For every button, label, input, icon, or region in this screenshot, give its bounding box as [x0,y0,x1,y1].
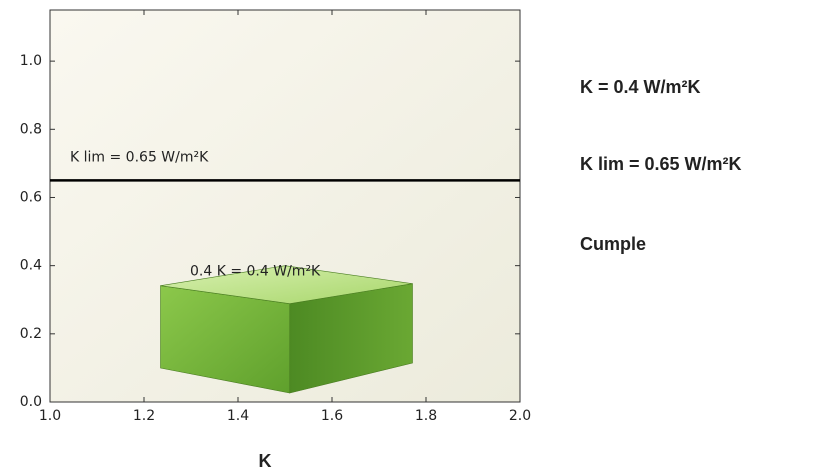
x-tick-label: 1.6 [321,408,343,424]
side-text: K = 0.4 W/m²K [580,77,701,97]
y-tick-label: 0.4 [20,258,42,274]
y-tick-label: 0.2 [20,326,42,342]
limit-label: K lim = 0.65 W/m²K [70,149,209,165]
side-text: Cumple [580,234,646,254]
bar [160,265,413,394]
x-axis-label: K [259,451,272,471]
x-tick-label: 2.0 [509,408,531,424]
side-text: K lim = 0.65 W/m²K [580,154,742,174]
y-tick-label: 0.8 [20,121,42,137]
y-tick-label: 0.6 [20,189,42,205]
x-tick-label: 1.2 [133,408,155,424]
x-tick-label: 1.0 [39,408,61,424]
bar-top [160,265,413,304]
y-tick-label: 1.0 [20,53,42,69]
y-tick-label: 0.0 [20,394,42,410]
x-tick-label: 1.8 [415,408,437,424]
bar-label: 0.4 K = 0.4 W/m²K [190,264,321,280]
x-tick-label: 1.4 [227,408,249,424]
